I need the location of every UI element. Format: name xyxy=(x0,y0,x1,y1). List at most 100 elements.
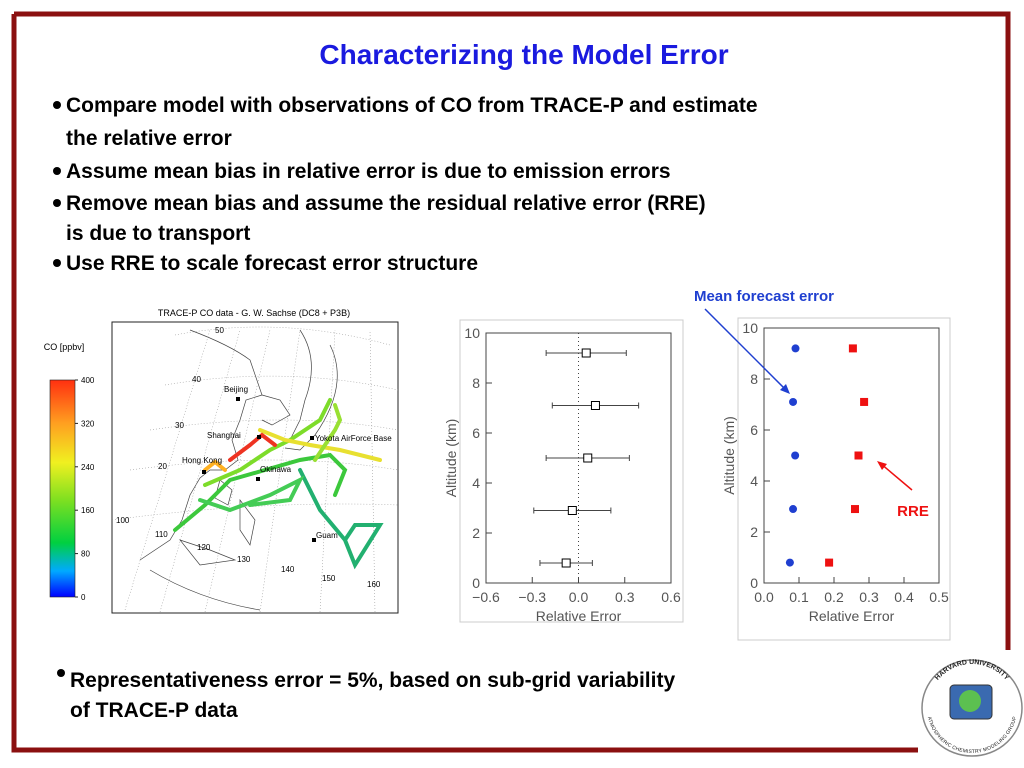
point xyxy=(851,505,859,514)
map-label: Yokota AirForce Base xyxy=(315,434,392,443)
map: TRACE-P CO data - G. W. Sachse (DC8 + P3… xyxy=(44,308,399,614)
bullet-dot xyxy=(53,199,61,207)
y-tick-label: 8 xyxy=(750,371,758,387)
point xyxy=(860,397,869,406)
map-label: Hong Kong xyxy=(182,456,222,465)
x-tick-label: −0.3 xyxy=(518,589,546,605)
map-frame xyxy=(111,321,399,614)
logo: HARVARD UNIVERSITY ATMOSPHERIC CHEMISTRY… xyxy=(921,659,1023,757)
point xyxy=(848,344,857,353)
map-label: 150 xyxy=(322,574,336,583)
map-label: 100 xyxy=(116,516,130,525)
x-tick-label: 0.3 xyxy=(615,589,635,605)
slide-title: Characterizing the Model Error xyxy=(319,39,728,70)
slide-frame xyxy=(11,11,1011,753)
bullet-dot xyxy=(53,167,61,175)
map-label: 20 xyxy=(158,462,167,471)
point xyxy=(791,451,800,460)
colorbar-tick-label: 80 xyxy=(81,550,90,559)
point xyxy=(583,453,593,463)
point xyxy=(785,558,794,567)
y-tick-label: 0 xyxy=(750,575,758,591)
colorbar-tick-label: 240 xyxy=(81,463,95,472)
bullet-dot xyxy=(57,669,65,677)
point xyxy=(825,558,834,567)
y-axis-label: Altitude (km) xyxy=(443,419,459,498)
map-title: TRACE-P CO data - G. W. Sachse (DC8 + P3… xyxy=(158,308,350,318)
x-tick-label: 0.2 xyxy=(824,589,844,605)
chart-border xyxy=(459,319,684,623)
chart-border xyxy=(737,317,951,641)
colorbar-tick-label: 160 xyxy=(81,506,95,515)
y-tick-label: 8 xyxy=(472,375,480,391)
map-label: 140 xyxy=(281,565,295,574)
bullet-list: Compare model with observations of CO fr… xyxy=(53,94,758,722)
map-label: Beijing xyxy=(224,385,248,394)
colorbar-tick-label: 400 xyxy=(81,376,95,385)
map-label: Shanghai xyxy=(207,431,241,440)
annotation-arrow xyxy=(704,308,789,393)
map-label: 160 xyxy=(367,580,381,589)
x-tick-label: 0.4 xyxy=(894,589,914,605)
point xyxy=(561,558,571,568)
map-label: 40 xyxy=(192,375,201,384)
y-tick-label: 0 xyxy=(472,575,480,591)
point xyxy=(854,451,863,460)
map-label: 120 xyxy=(197,543,211,552)
annotation: Mean forecast error xyxy=(694,288,834,305)
y-tick-label: 4 xyxy=(472,475,480,491)
y-tick-label: 6 xyxy=(750,422,758,438)
x-axis-label: Relative Error xyxy=(536,608,622,624)
logo-globe xyxy=(959,690,981,712)
x-tick-label: 0.5 xyxy=(929,589,949,605)
y-tick-label: 2 xyxy=(750,524,758,540)
map-label: 50 xyxy=(215,326,224,335)
y-tick-label: 2 xyxy=(472,525,480,541)
map-label: 30 xyxy=(175,421,184,430)
x-tick-label: 0.6 xyxy=(661,589,681,605)
bullet-text: Representativeness error = 5%, based on … xyxy=(70,669,675,692)
point xyxy=(789,397,798,406)
y-axis-label: Altitude (km) xyxy=(721,416,737,495)
map-label: Guam xyxy=(316,531,338,540)
map-markers xyxy=(202,397,316,542)
point xyxy=(789,505,798,514)
flight-tracks xyxy=(173,398,384,570)
x-tick-label: 0.0 xyxy=(754,589,774,605)
bullet-text: the relative error xyxy=(66,127,232,150)
point xyxy=(581,348,591,358)
map-label: Okinawa xyxy=(260,465,292,474)
colorbar-label: CO [ppbv] xyxy=(44,342,85,352)
y-tick-label: 10 xyxy=(742,320,758,336)
y-tick-label: 6 xyxy=(472,425,480,441)
x-tick-label: 0.1 xyxy=(789,589,809,605)
y-tick-label: 4 xyxy=(750,473,758,489)
x-tick-label: 0.3 xyxy=(859,589,879,605)
arrow-head xyxy=(780,384,790,394)
annotation: RRE xyxy=(897,503,929,520)
bullet-text: is due to transport xyxy=(66,222,250,245)
x-tick-label: −0.6 xyxy=(472,589,500,605)
map-label: 110 xyxy=(155,530,168,539)
bullet-text: Compare model with observations of CO fr… xyxy=(66,94,758,117)
bullet-text: Remove mean bias and assume the residual… xyxy=(66,192,706,215)
y-tick-label: 10 xyxy=(464,325,480,341)
point xyxy=(567,506,577,515)
x-axis-label: Relative Error xyxy=(809,608,895,624)
coastlines xyxy=(139,329,338,611)
charts: −0.6 −0.3 0.0 0.3 0.6 0 2 4 6 8 10 Relative Error Al… xyxy=(443,288,951,641)
bullet-dot xyxy=(53,259,61,267)
x-tick-label: 0.0 xyxy=(569,589,589,605)
annotation-arrow xyxy=(879,462,913,491)
point xyxy=(791,344,800,353)
map-label: 130 xyxy=(237,555,251,564)
colorbar-tick-label: 0 xyxy=(81,593,86,602)
colorbar-tick-label: 320 xyxy=(81,419,95,428)
bullet-dot xyxy=(53,101,61,109)
bullet-text: Use RRE to scale forecast error structur… xyxy=(66,252,478,275)
colorbar xyxy=(49,379,76,598)
arrow-head xyxy=(877,461,887,470)
point xyxy=(590,401,600,410)
